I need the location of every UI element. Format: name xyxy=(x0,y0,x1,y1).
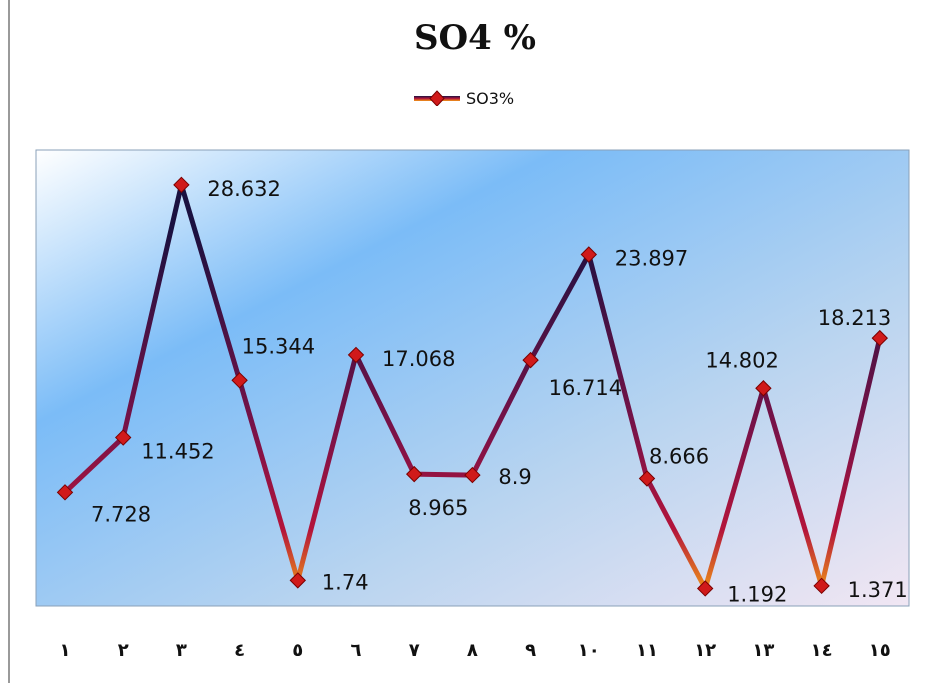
plot-background xyxy=(35,149,910,607)
x-tick-label: ٤ xyxy=(234,640,246,661)
x-tick-label: ٢ xyxy=(117,640,129,661)
data-point-marker xyxy=(638,470,656,487)
x-tick-label: ١٥ xyxy=(868,640,891,661)
chart-title: SO4 % xyxy=(414,18,536,58)
x-tick-label: ٣ xyxy=(175,640,187,661)
data-point-marker xyxy=(580,246,598,263)
data-label: 1.371 xyxy=(848,578,908,602)
data-point-marker xyxy=(114,429,132,446)
x-tick-label: ٥ xyxy=(292,640,304,661)
x-tick-label: ١١ xyxy=(636,640,658,661)
x-tick-label: ١٢ xyxy=(694,640,717,661)
data-point-marker xyxy=(289,572,307,589)
data-label: 8.965 xyxy=(408,496,468,520)
x-tick-label: ٨ xyxy=(466,640,478,661)
data-label: 11.452 xyxy=(141,440,214,464)
data-point-marker xyxy=(231,372,248,389)
data-label: 1.74 xyxy=(322,570,369,594)
data-label: 16.714 xyxy=(549,376,622,400)
x-tick-label: ٩ xyxy=(525,640,537,661)
left-border-rule xyxy=(8,0,10,683)
legend: SO3% xyxy=(412,86,514,110)
data-point-marker xyxy=(56,484,74,501)
x-tick-label: ١٠ xyxy=(577,640,600,661)
legend-line-marker-icon xyxy=(414,90,460,106)
data-label: 23.897 xyxy=(615,247,688,271)
x-tick-label: ١ xyxy=(59,640,71,661)
data-label: 28.632 xyxy=(207,177,280,201)
data-point-marker xyxy=(696,580,714,597)
data-label: 15.344 xyxy=(242,334,315,358)
x-tick-label: ١٣ xyxy=(752,640,775,661)
data-label: 8.9 xyxy=(498,465,531,489)
data-point-marker xyxy=(522,351,539,369)
data-point-marker xyxy=(464,466,481,484)
data-label: 17.068 xyxy=(382,347,455,371)
data-point-marker xyxy=(405,465,423,483)
data-label: 7.728 xyxy=(91,502,151,526)
x-tick-label: ٧ xyxy=(408,640,420,661)
data-label: 8.666 xyxy=(649,445,709,469)
data-point-marker xyxy=(173,176,190,194)
data-point-marker xyxy=(813,577,830,595)
legend-label: SO3% xyxy=(466,88,515,108)
data-label: 1.192 xyxy=(727,583,787,607)
data-label: 18.213 xyxy=(818,306,891,330)
data-label: 14.802 xyxy=(705,348,778,372)
data-point-marker xyxy=(347,346,365,364)
x-tick-label: ١٤ xyxy=(810,640,833,661)
data-point-marker xyxy=(871,329,889,347)
data-point-marker xyxy=(755,380,772,397)
x-tick-label: ٦ xyxy=(350,640,362,661)
